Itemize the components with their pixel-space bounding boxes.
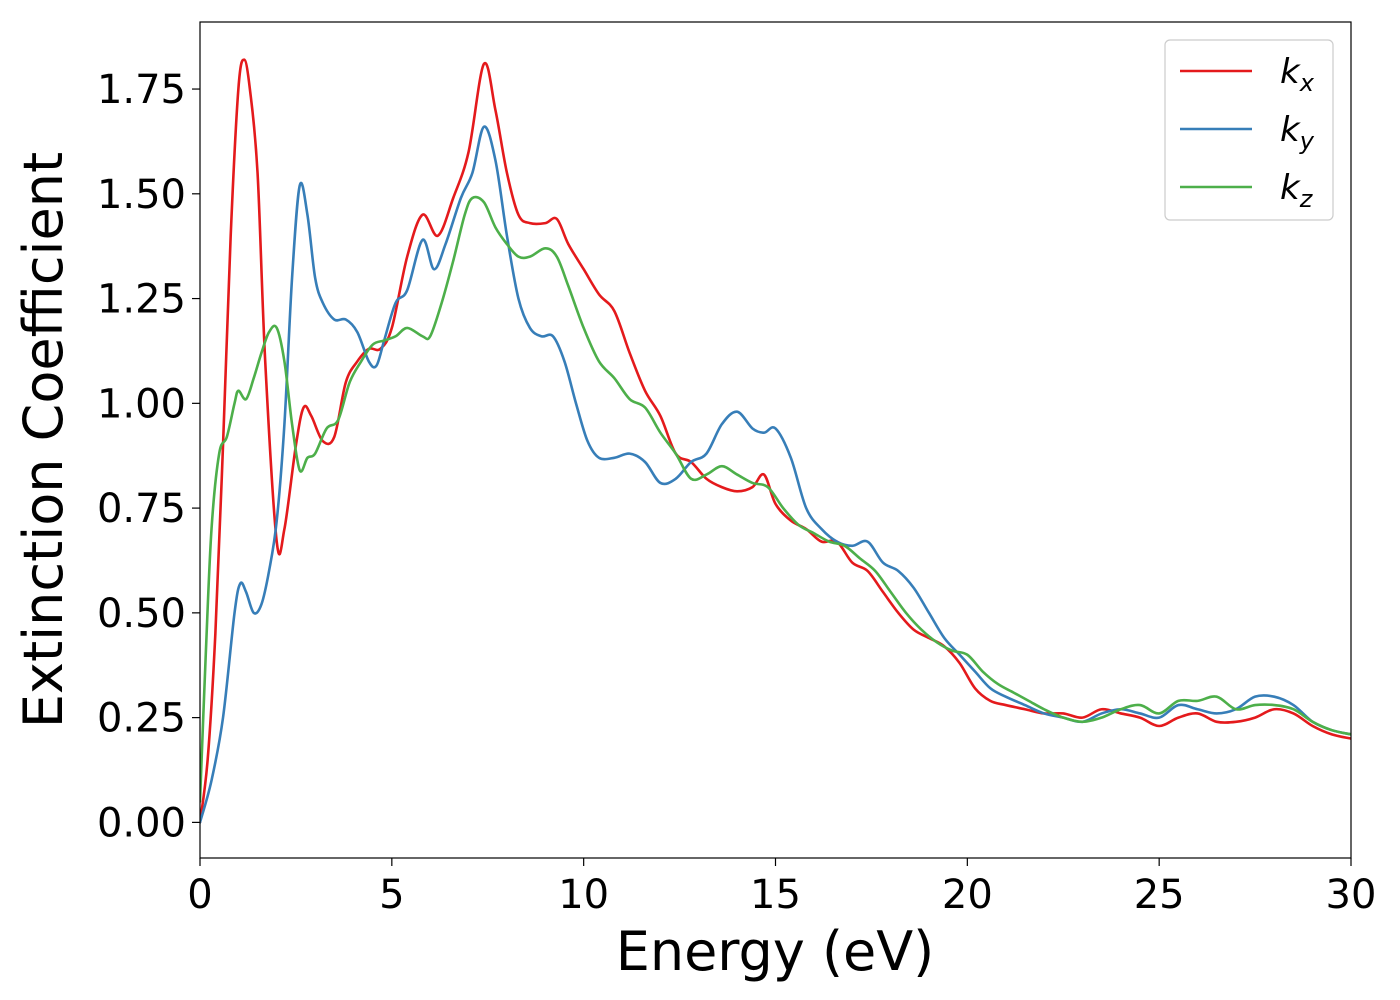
x-tick-label: 5 bbox=[379, 872, 404, 918]
legend-label-sub: y bbox=[1299, 127, 1315, 155]
legend-label-sub: x bbox=[1299, 69, 1315, 97]
legend-label-main: k bbox=[1280, 168, 1301, 208]
legend-label-z: kz bbox=[1280, 168, 1314, 213]
legend-label-main: k bbox=[1280, 110, 1301, 150]
series-line-x bbox=[200, 58, 1351, 824]
legend-label-y: ky bbox=[1280, 110, 1315, 155]
y-tick-label: 0.75 bbox=[97, 486, 186, 532]
y-tick-label: 0.50 bbox=[97, 591, 186, 637]
y-tick-label: 0.25 bbox=[97, 696, 186, 742]
series-layer bbox=[200, 58, 1351, 824]
legend-label-main: k bbox=[1280, 52, 1301, 92]
y-axis-label: Extinction Coefficient bbox=[12, 152, 75, 728]
y-axis-ticks: 0.00 0.25 0.50 0.75 1.00 1.25 1.50 1.75 bbox=[97, 67, 200, 846]
y-tick-label: 1.50 bbox=[97, 172, 186, 218]
x-tick-label: 25 bbox=[1134, 872, 1185, 918]
legend-label-x: kx bbox=[1280, 52, 1315, 97]
x-axis-ticks: 0 5 10 15 20 25 30 bbox=[187, 858, 1376, 918]
series-line-z bbox=[200, 195, 1351, 803]
y-tick-label: 1.25 bbox=[97, 277, 186, 323]
x-tick-label: 15 bbox=[750, 872, 801, 918]
x-axis-label: Energy (eV) bbox=[616, 920, 935, 983]
y-tick-label: 1.75 bbox=[97, 67, 186, 113]
x-tick-label: 20 bbox=[942, 872, 993, 918]
x-tick-label: 30 bbox=[1326, 872, 1377, 918]
y-tick-label: 1.00 bbox=[97, 381, 186, 427]
legend-label-sub: z bbox=[1299, 185, 1314, 213]
y-tick-label: 0.00 bbox=[97, 800, 186, 846]
x-tick-label: 10 bbox=[558, 872, 609, 918]
x-tick-label: 0 bbox=[187, 872, 212, 918]
